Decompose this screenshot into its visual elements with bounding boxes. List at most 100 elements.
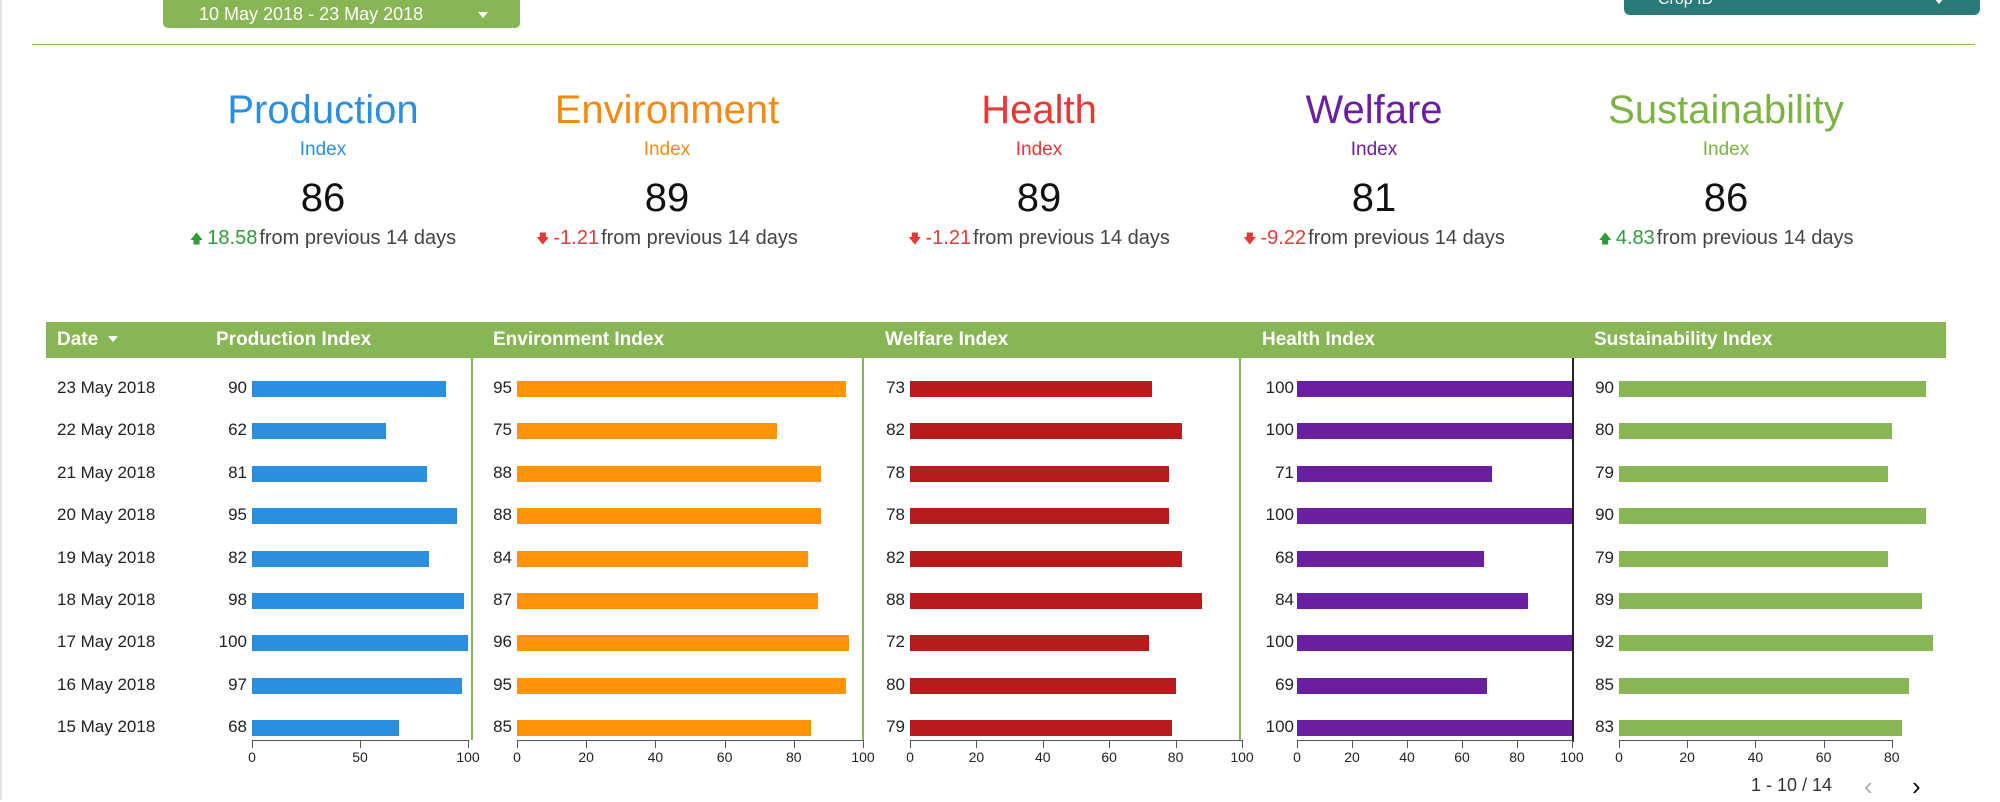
kpi-delta: 18.58 <box>207 227 258 249</box>
axis-tick <box>1517 740 1518 748</box>
value-bar <box>1297 465 1493 482</box>
value-label: 82 <box>228 547 247 567</box>
axis-tick <box>360 740 361 748</box>
kpi-value: 86 <box>1703 176 1749 220</box>
value-bar <box>252 550 430 567</box>
value-bar <box>517 593 819 609</box>
tick-label: 50 <box>352 749 368 765</box>
value-bar <box>252 508 458 525</box>
kpi-title: Health <box>981 88 1097 132</box>
tick-label: 60 <box>1815 749 1832 765</box>
kpi-change: 🡅 18.58 from previous 14 days <box>153 226 493 252</box>
value-bar <box>252 593 464 609</box>
column-header-sustainability[interactable]: Sustainability Index <box>1594 329 1773 350</box>
date-cell: 17 May 2018 <box>57 632 156 652</box>
value-bar <box>910 677 1176 694</box>
axis-line <box>517 740 863 741</box>
value-label: 79 <box>886 717 905 737</box>
value-bar <box>252 635 468 652</box>
date-range-picker[interactable]: 10 May 2018 - 23 May 2018 <box>163 0 520 28</box>
axis-tick <box>1352 740 1353 748</box>
kpi-health: Health Index 89 🡇 -1.21 from previous 14 days <box>869 82 1209 252</box>
value-bar <box>910 381 1153 397</box>
kpi-delta: -1.21 <box>925 227 972 249</box>
tick-label: 100 <box>456 749 480 765</box>
value-bar <box>252 677 462 694</box>
value-bar <box>1297 550 1484 567</box>
axis-tick <box>586 740 588 748</box>
value-label: 79 <box>1595 462 1614 482</box>
value-label: 96 <box>493 632 512 652</box>
date-cell: 19 May 2018 <box>57 547 156 567</box>
column-header-environment[interactable]: Environment Index <box>493 329 665 350</box>
value-label: 87 <box>493 590 512 609</box>
value-label: 78 <box>886 505 905 525</box>
value-label: 69 <box>1275 674 1294 694</box>
axis-tick <box>655 740 657 748</box>
axis-tick <box>1175 740 1177 748</box>
value-bar <box>517 423 777 440</box>
date-cell: 23 May 2018 <box>57 378 156 397</box>
tick-label: 60 <box>1101 749 1117 765</box>
previous-page-icon[interactable]: ‹ <box>1864 771 1873 801</box>
crop-id-select[interactable]: Crop ID <box>1624 0 1980 15</box>
date-cell: 16 May 2018 <box>57 674 156 694</box>
tick-label: 60 <box>716 749 733 765</box>
table-header: Date Production Index Environment Index … <box>46 322 1946 358</box>
date-cell: 20 May 2018 <box>57 505 156 525</box>
value-bar <box>910 508 1169 525</box>
value-bar <box>1297 508 1572 525</box>
value-label: 71 <box>1275 462 1294 482</box>
axis-tick <box>1891 740 1893 748</box>
axis-tick <box>1823 740 1825 748</box>
value-bar <box>252 465 427 482</box>
value-bar <box>1297 423 1572 440</box>
next-page-icon[interactable]: › <box>1912 771 1921 801</box>
value-bar <box>910 550 1183 567</box>
axis-tick <box>1242 740 1243 748</box>
value-label: 100 <box>1265 632 1294 652</box>
kpi-value: 86 <box>300 176 346 220</box>
value-label: 62 <box>228 420 247 440</box>
kpi-change-suffix: from previous 14 days <box>1308 227 1505 249</box>
axis-tick <box>1407 740 1408 748</box>
tick-label: 40 <box>1399 749 1415 765</box>
axis-tick <box>517 740 518 748</box>
value-label: 88 <box>493 505 512 525</box>
tick-label: 80 <box>1884 749 1900 765</box>
value-label: 81 <box>228 462 247 482</box>
kpi-production: Production Index 86 🡅 18.58 from previous 14 … <box>153 82 493 252</box>
kpi-change-suffix: from previous 14 days <box>973 227 1170 249</box>
kpi-title: Production <box>227 88 419 132</box>
tick-label: 0 <box>513 749 521 765</box>
kpi-delta: -1.21 <box>553 227 600 249</box>
value-bar <box>252 423 386 440</box>
tick-label: 0 <box>248 749 256 765</box>
kpi-subtitle: Index <box>643 139 691 160</box>
tick-label: 0 <box>1615 749 1623 765</box>
kpi-value: 89 <box>1016 176 1062 220</box>
value-bar <box>517 635 850 652</box>
tick-label: 40 <box>1747 749 1764 765</box>
axis-tick <box>1297 740 1298 748</box>
arrow-up-icon: 🡅 <box>189 231 204 246</box>
value-label: 100 <box>1265 378 1294 397</box>
value-bar <box>1619 635 1933 652</box>
kpi-value: 81 <box>1351 176 1397 220</box>
column-header-production[interactable]: Production Index <box>216 329 372 350</box>
tick-label: 80 <box>786 749 802 765</box>
tick-label: 20 <box>968 749 985 765</box>
value-label: 84 <box>1275 590 1294 609</box>
value-label: 95 <box>493 378 512 397</box>
pagination-label: 1 - 10 / 14 <box>1751 775 1833 795</box>
column-header-welfare[interactable]: Welfare Index <box>885 329 1009 350</box>
value-label: 90 <box>1595 378 1614 397</box>
column-divider <box>1572 358 1574 742</box>
column-header-health[interactable]: Health Index <box>1262 329 1375 350</box>
value-bar <box>1297 635 1572 652</box>
axis-tick <box>468 740 469 748</box>
value-label: 100 <box>1265 505 1294 525</box>
value-bar <box>252 720 399 737</box>
value-label: 84 <box>493 547 512 567</box>
column-header-date[interactable]: Date <box>57 329 119 351</box>
